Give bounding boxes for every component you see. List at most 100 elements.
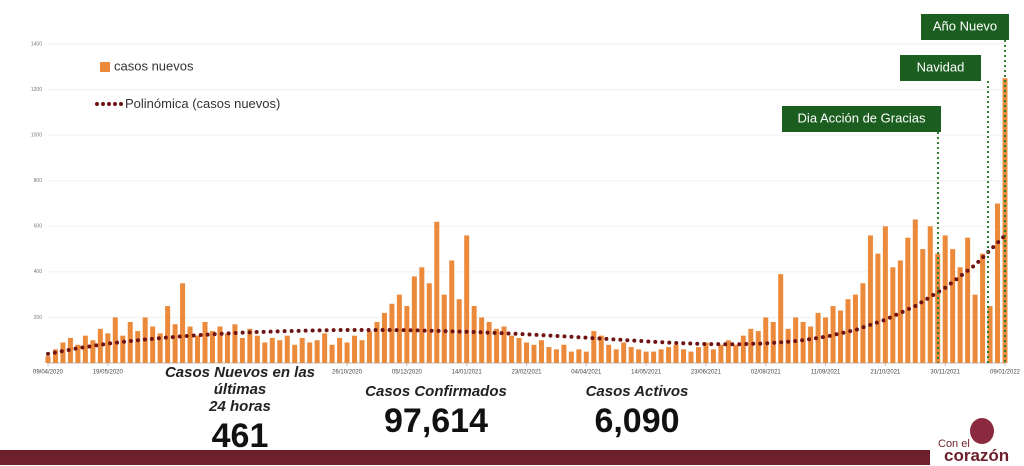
bar xyxy=(299,337,305,363)
bar xyxy=(785,328,791,363)
bar xyxy=(778,274,784,363)
logo-text: Con el xyxy=(938,438,970,450)
x-tick-label: 09/04/2020 xyxy=(33,370,64,376)
legend-label: Polinómica (casos nuevos) xyxy=(125,96,281,111)
bar xyxy=(187,326,193,363)
bar xyxy=(987,306,993,363)
bar xyxy=(860,283,866,363)
bar xyxy=(165,306,171,363)
bar xyxy=(546,347,552,363)
bar xyxy=(411,276,417,363)
bar xyxy=(441,294,447,363)
bar xyxy=(598,335,604,363)
bar xyxy=(845,299,851,363)
stat-label: Casos Nuevos en las últimas xyxy=(164,364,316,398)
annotation-label: Año Nuevo xyxy=(933,18,997,33)
bar xyxy=(344,342,350,363)
bar xyxy=(561,344,567,363)
x-tick-label: 05/12/2020 xyxy=(392,370,423,376)
trend-line xyxy=(46,233,1007,356)
bar xyxy=(838,310,844,363)
bar xyxy=(449,260,455,363)
bar xyxy=(658,349,664,363)
bar xyxy=(950,249,956,363)
bar xyxy=(695,347,701,363)
bar xyxy=(681,349,687,363)
y-tick-label: 200 xyxy=(34,315,43,321)
bar xyxy=(45,356,51,363)
bar xyxy=(195,335,201,363)
bar xyxy=(643,351,649,363)
x-tick-label: 26/10/2020 xyxy=(332,370,363,376)
bar xyxy=(180,283,186,363)
bar xyxy=(823,317,829,363)
bar xyxy=(464,235,470,363)
bar xyxy=(284,335,290,363)
bar xyxy=(882,226,888,363)
legend-swatch xyxy=(100,62,110,72)
bar xyxy=(307,342,313,363)
bar xyxy=(897,260,903,363)
bar xyxy=(90,340,96,363)
bar xyxy=(583,351,589,363)
x-tick-label: 09/01/2022 xyxy=(990,370,1021,376)
bar xyxy=(516,337,522,363)
bar xyxy=(359,340,365,363)
bar xyxy=(912,219,918,363)
footer-bar xyxy=(0,450,930,465)
bar xyxy=(209,331,215,363)
bar xyxy=(247,328,253,363)
bar xyxy=(329,344,335,363)
logo-icon xyxy=(970,418,994,444)
bar xyxy=(703,342,709,363)
bar xyxy=(389,303,395,363)
y-tick-label: 400 xyxy=(34,269,43,275)
bar xyxy=(314,340,320,363)
bar xyxy=(576,349,582,363)
bar xyxy=(553,349,559,363)
bar xyxy=(292,344,298,363)
logo-text: corazón xyxy=(944,446,1010,465)
stat-label: Casos Confirmados xyxy=(365,383,507,400)
bar xyxy=(135,331,141,363)
bar xyxy=(374,321,380,363)
bar xyxy=(426,283,432,363)
bar xyxy=(232,324,238,363)
bar xyxy=(202,321,208,363)
x-tick-label: 11/09/2021 xyxy=(811,370,841,376)
bar xyxy=(82,335,88,363)
bar xyxy=(606,344,612,363)
bar xyxy=(591,331,597,363)
stat: Casos Activos 6,090 xyxy=(537,383,737,441)
bar xyxy=(337,337,343,363)
bar xyxy=(755,331,761,363)
stat-value: 97,614 xyxy=(384,402,488,440)
bar xyxy=(980,253,986,363)
bar xyxy=(957,267,963,363)
legend-label: casos nuevos xyxy=(114,58,194,73)
x-tick-label: 23/02/2021 xyxy=(511,370,542,376)
annotation-box xyxy=(782,106,941,132)
bar xyxy=(905,237,911,363)
bar xyxy=(224,333,230,363)
stat-label: 24 horas xyxy=(209,398,271,415)
bar xyxy=(217,326,223,363)
x-tick-label: 14/01/2021 xyxy=(452,370,483,376)
bar xyxy=(621,342,627,363)
x-tick-label: 21/10/2021 xyxy=(870,370,901,376)
bar xyxy=(322,333,328,363)
bar xyxy=(995,203,1001,363)
bar xyxy=(366,331,372,363)
bar xyxy=(486,321,492,363)
bar xyxy=(748,328,754,363)
stat-value: 6,090 xyxy=(594,402,680,440)
bar xyxy=(419,267,425,363)
bar xyxy=(538,340,544,363)
bar xyxy=(254,335,260,363)
bar xyxy=(875,253,881,363)
stat: Casos Nuevos en las últimas 24 horas 461 xyxy=(140,364,340,456)
y-tick-label: 1000 xyxy=(31,132,42,138)
bar xyxy=(434,221,440,363)
bar xyxy=(157,333,163,363)
